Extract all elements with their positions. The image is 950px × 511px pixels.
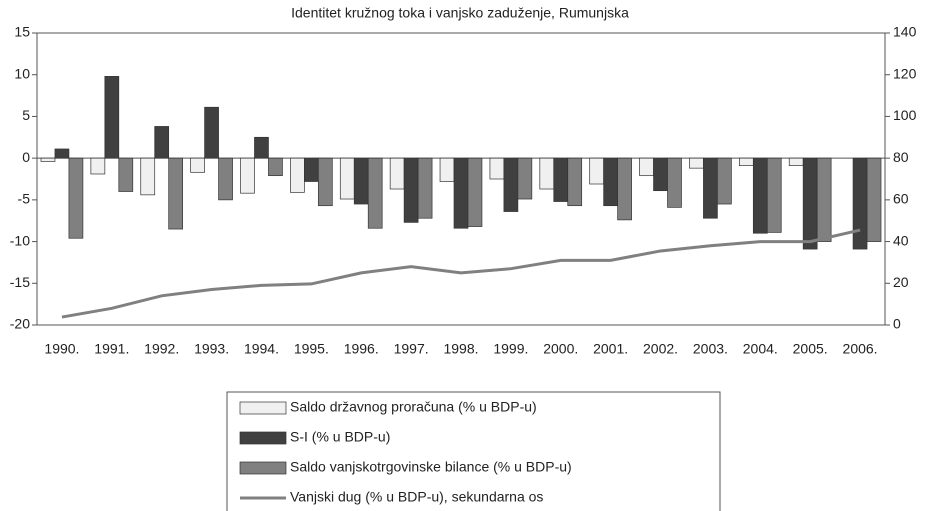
x-tick-label: 1999.: [493, 341, 528, 357]
legend-label: Saldo vanjskotrgovinske bilance (% u BDP…: [290, 459, 572, 475]
y2-tick-label: 40: [893, 232, 909, 248]
bar: [68, 157, 84, 239]
bar: [204, 106, 219, 159]
bar: [653, 157, 668, 192]
legend-swatch: [239, 461, 287, 475]
bar: [689, 157, 704, 169]
bar: [517, 157, 533, 200]
bar: [603, 157, 618, 207]
y-tick-label: 5: [22, 107, 30, 123]
x-tick-label: 2000.: [543, 341, 578, 357]
bar: [567, 157, 583, 207]
line: [61, 228, 861, 319]
x-tick-label: 1994.: [244, 341, 279, 357]
legend-box: [226, 391, 721, 511]
bar: [154, 126, 170, 159]
bar: [304, 157, 319, 182]
bar: [240, 157, 255, 194]
x-tick-label: 2004.: [743, 341, 778, 357]
plot-frame: [36, 32, 886, 326]
y-tick-label: 10: [14, 65, 30, 81]
bar: [802, 157, 818, 250]
chart-title: Identitet kružnog toka i vanjsko zadužen…: [291, 5, 629, 21]
bar: [553, 157, 569, 202]
bar: [417, 157, 433, 219]
bar: [738, 157, 754, 167]
x-tick-label: 1996.: [344, 341, 379, 357]
x-tick-label: 2005.: [793, 341, 828, 357]
bar: [168, 157, 184, 230]
bar: [589, 157, 605, 185]
y-tick-label: -20: [10, 316, 30, 332]
legend-swatch: [239, 401, 287, 415]
bar: [852, 157, 868, 250]
bar: [254, 136, 269, 159]
bar: [54, 148, 70, 159]
y-tick-label: 0: [22, 149, 30, 165]
y-tick-label: 15: [14, 24, 30, 40]
y2-tick-label: 120: [893, 65, 917, 81]
x-tick-label: 1990.: [44, 341, 79, 357]
x-tick-label: 2001.: [593, 341, 628, 357]
bar: [639, 157, 654, 177]
bar: [190, 157, 205, 173]
legend-label: Saldo državnog proračuna (% u BDP-u): [290, 399, 537, 415]
bar: [339, 157, 355, 200]
bar: [453, 157, 469, 229]
bar: [40, 157, 56, 162]
bar: [766, 157, 782, 233]
bar: [539, 157, 555, 190]
bar: [218, 157, 233, 201]
y2-tick-label: 80: [893, 149, 909, 165]
x-tick-label: 1995.: [294, 341, 329, 357]
x-tick-label: 1992.: [144, 341, 179, 357]
bar: [717, 157, 732, 205]
bar: [140, 157, 156, 196]
x-tick-label: 1998.: [443, 341, 478, 357]
bar: [118, 157, 134, 192]
bar: [703, 157, 718, 219]
bar: [866, 157, 882, 242]
legend-swatch: [239, 431, 287, 445]
bar: [90, 157, 106, 175]
bar: [752, 157, 768, 234]
bar: [503, 157, 519, 212]
y2-tick-label: 0: [893, 316, 901, 332]
x-tick-label: 2002.: [643, 341, 678, 357]
x-tick-label: 1997.: [394, 341, 429, 357]
bar: [489, 157, 505, 180]
bar: [788, 157, 804, 167]
bar: [403, 157, 419, 223]
bar: [389, 157, 405, 190]
bar: [367, 157, 383, 229]
bar: [816, 157, 832, 242]
bar: [317, 157, 333, 207]
x-tick-label: 2006.: [843, 341, 878, 357]
bar: [290, 157, 305, 193]
bar: [667, 157, 682, 208]
bar: [268, 157, 283, 177]
x-tick-label: 1993.: [194, 341, 229, 357]
y2-tick-label: 100: [893, 107, 917, 123]
legend-label: S-I (% u BDP-u): [290, 429, 390, 445]
y-tick-label: -10: [10, 232, 30, 248]
y2-tick-label: 20: [893, 274, 909, 290]
legend-label: Vanjski dug (% u BDP-u), sekundarna os: [290, 489, 543, 505]
x-tick-label: 1991.: [94, 341, 129, 357]
bar: [467, 157, 483, 227]
bar: [439, 157, 455, 182]
bar: [353, 157, 369, 205]
y-tick-label: -15: [10, 274, 30, 290]
bar: [617, 157, 632, 221]
y2-tick-label: 140: [893, 24, 917, 40]
y2-tick-label: 60: [893, 191, 909, 207]
bar: [104, 76, 120, 159]
y-tick-label: -5: [18, 191, 31, 207]
x-tick-label: 2003.: [693, 341, 728, 357]
